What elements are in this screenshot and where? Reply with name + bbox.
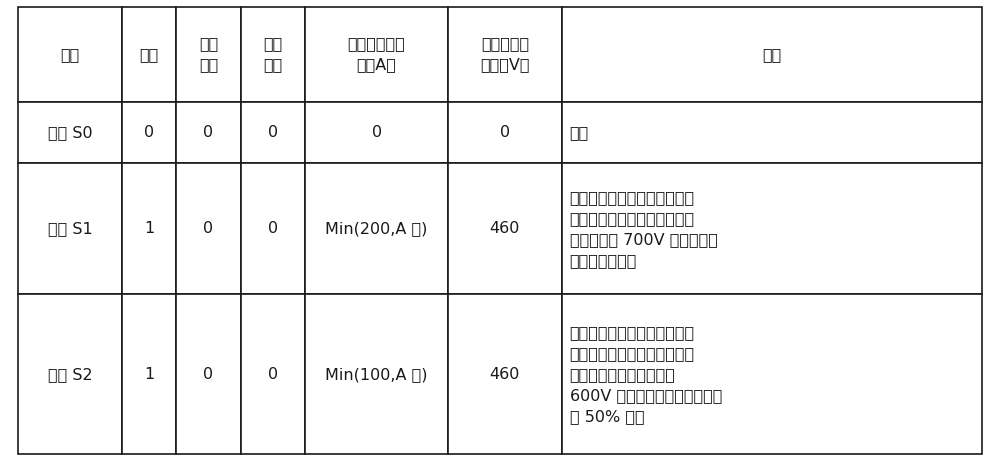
Bar bbox=[305, 102, 448, 163]
Text: 0: 0 bbox=[203, 125, 213, 140]
Text: 故障
清除: 故障 清除 bbox=[199, 36, 218, 72]
Bar bbox=[18, 102, 122, 163]
Text: 0: 0 bbox=[203, 367, 213, 382]
Text: 模式: 模式 bbox=[60, 47, 80, 62]
Text: 输出电压设
定值（V）: 输出电压设 定值（V） bbox=[480, 36, 530, 72]
Bar bbox=[241, 163, 305, 295]
Bar bbox=[18, 295, 122, 454]
Text: 模式 S0: 模式 S0 bbox=[48, 125, 92, 140]
Text: 当电动公交车在充电模式下，
且电池补电开关按下，当超级
电容组大于 700V 时，对动力
电池组进行充电: 当电动公交车在充电模式下， 且电池补电开关按下，当超级 电容组大于 700V 时… bbox=[570, 189, 718, 268]
Bar bbox=[305, 295, 448, 454]
Text: 0: 0 bbox=[268, 221, 278, 236]
Bar bbox=[241, 102, 305, 163]
Bar bbox=[176, 295, 241, 454]
Text: 停机: 停机 bbox=[570, 125, 589, 140]
Bar bbox=[122, 7, 176, 102]
Text: 启停: 启停 bbox=[139, 47, 159, 62]
Bar bbox=[18, 163, 122, 295]
Bar bbox=[448, 102, 562, 163]
Bar bbox=[122, 102, 176, 163]
Bar bbox=[18, 7, 122, 102]
Bar bbox=[122, 163, 176, 295]
Bar bbox=[562, 163, 982, 295]
Bar bbox=[176, 7, 241, 102]
Bar bbox=[176, 102, 241, 163]
Text: 充电
方向: 充电 方向 bbox=[263, 36, 283, 72]
Bar bbox=[562, 102, 982, 163]
Text: 0: 0 bbox=[500, 125, 510, 140]
Text: 1: 1 bbox=[144, 221, 154, 236]
Text: 0: 0 bbox=[268, 367, 278, 382]
Bar bbox=[448, 163, 562, 295]
Text: 当电动公交车处于应急充电模
式时，且电池补电开关按下，
当超级电容组的电压大于
600V 时，对动力电池组进行降
功 50% 充电: 当电动公交车处于应急充电模 式时，且电池补电开关按下， 当超级电容组的电压大于 … bbox=[570, 325, 722, 424]
Text: Min(100,A 充): Min(100,A 充) bbox=[325, 367, 428, 382]
Bar bbox=[448, 295, 562, 454]
Bar bbox=[176, 163, 241, 295]
Text: 1: 1 bbox=[144, 367, 154, 382]
Text: 0: 0 bbox=[203, 221, 213, 236]
Bar bbox=[562, 7, 982, 102]
Bar bbox=[241, 295, 305, 454]
Bar bbox=[241, 7, 305, 102]
Bar bbox=[562, 295, 982, 454]
Text: 460: 460 bbox=[490, 221, 520, 236]
Text: 模式 S2: 模式 S2 bbox=[48, 367, 92, 382]
Text: 0: 0 bbox=[268, 125, 278, 140]
Bar bbox=[305, 7, 448, 102]
Text: 备注: 备注 bbox=[762, 47, 781, 62]
Text: 0: 0 bbox=[372, 125, 382, 140]
Bar bbox=[122, 295, 176, 454]
Text: 模式 S1: 模式 S1 bbox=[48, 221, 92, 236]
Bar bbox=[305, 163, 448, 295]
Text: Min(200,A 充): Min(200,A 充) bbox=[325, 221, 428, 236]
Text: 输出电流设定
值（A）: 输出电流设定 值（A） bbox=[348, 36, 405, 72]
Text: 460: 460 bbox=[490, 367, 520, 382]
Text: 0: 0 bbox=[144, 125, 154, 140]
Bar bbox=[448, 7, 562, 102]
